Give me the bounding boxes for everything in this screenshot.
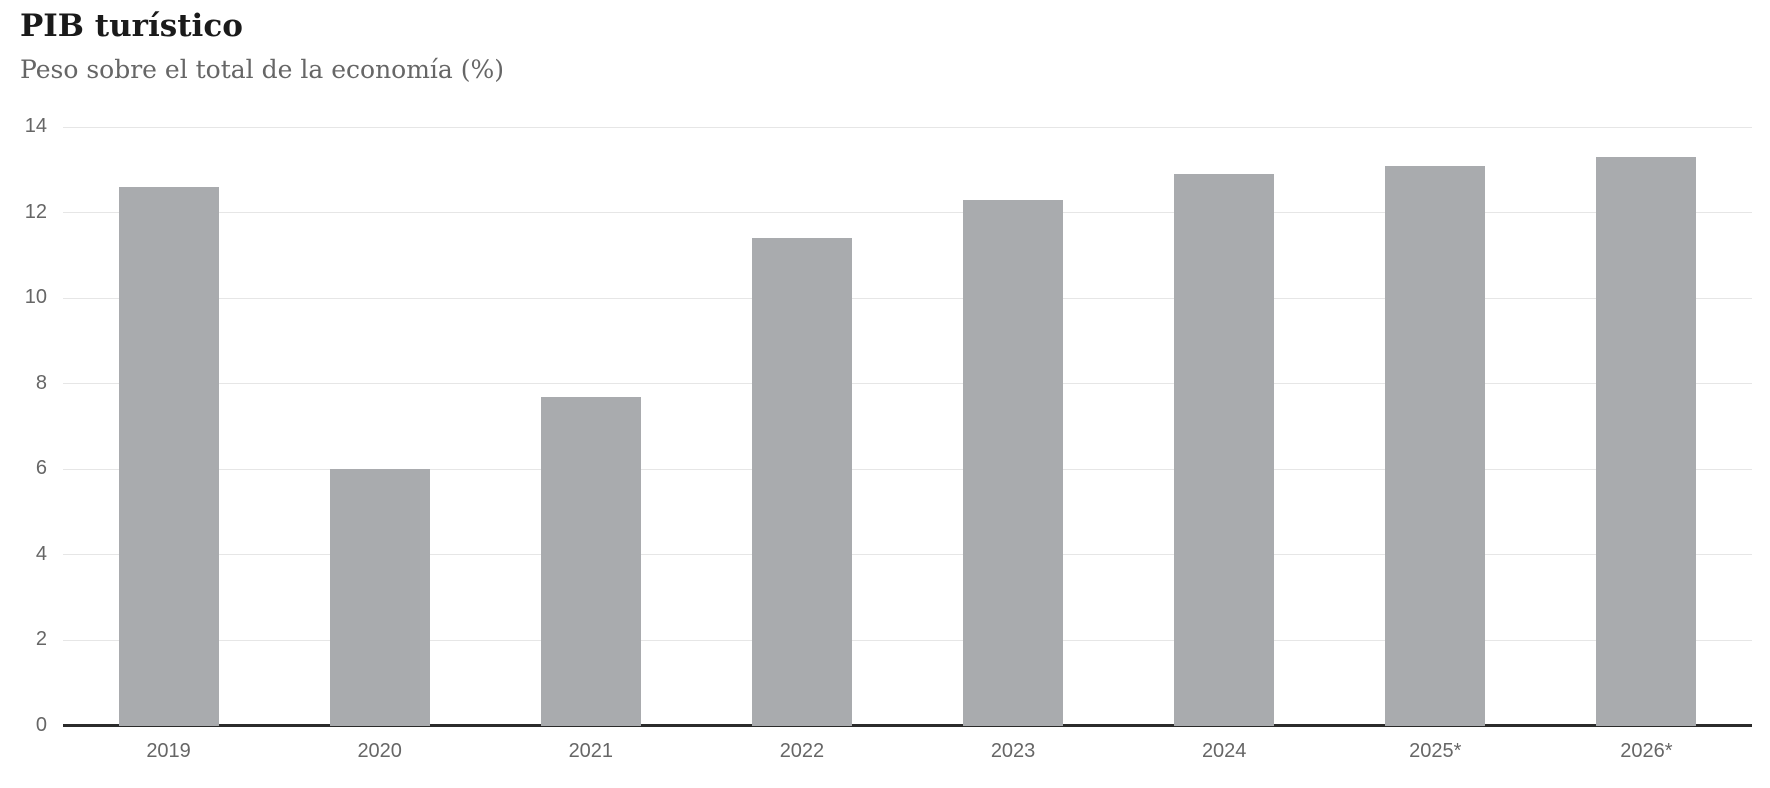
bar-2024[interactable]: [1174, 174, 1275, 726]
plot-area: [63, 126, 1752, 727]
y-axis-label-2: 2: [35, 628, 47, 651]
y-axis-label-10: 10: [24, 286, 47, 309]
gridline-8: [63, 383, 1752, 385]
y-axis-label-12: 12: [24, 200, 47, 223]
gridline-6: [63, 468, 1752, 470]
bar-2025[interactable]: [1385, 165, 1486, 726]
bar-2026[interactable]: [1596, 156, 1697, 726]
y-axis-label-8: 8: [35, 371, 47, 394]
x-axis-label-2023: 2023: [990, 740, 1036, 762]
gridline-14: [63, 126, 1752, 128]
gridline-2: [63, 639, 1752, 641]
x-axis-line: [63, 724, 1752, 727]
gridline-12: [63, 212, 1752, 214]
y-axis-label-4: 4: [35, 542, 47, 565]
x-axis-label-2025: 2025*: [1409, 740, 1462, 762]
bar-2023[interactable]: [963, 199, 1064, 726]
x-axis-label-2019: 2019: [146, 740, 191, 762]
chart-context-menu-button[interactable]: [1712, 28, 1746, 56]
y-axis-label-6: 6: [35, 457, 47, 480]
bar-2019[interactable]: [118, 186, 219, 726]
y-axis-label-14: 14: [24, 115, 47, 137]
x-axis-label-2024: 2024: [1201, 740, 1247, 762]
gridline-4: [63, 554, 1752, 556]
chart-subtitle: Peso sobre el total de la economía (%): [20, 55, 505, 84]
gridline-10: [63, 297, 1752, 299]
x-axis-label-2022: 2022: [779, 740, 825, 762]
x-axis-label-2026: 2026*: [1620, 740, 1673, 762]
x-axis-label-2021: 2021: [568, 740, 614, 762]
y-axis-label-0: 0: [35, 714, 47, 736]
chart-title: PIB turístico: [20, 8, 243, 44]
x-axis-label-2020: 2020: [357, 740, 402, 762]
bar-2021[interactable]: [540, 396, 641, 726]
bar-2020[interactable]: [329, 469, 430, 726]
bar-2022[interactable]: [751, 238, 852, 726]
